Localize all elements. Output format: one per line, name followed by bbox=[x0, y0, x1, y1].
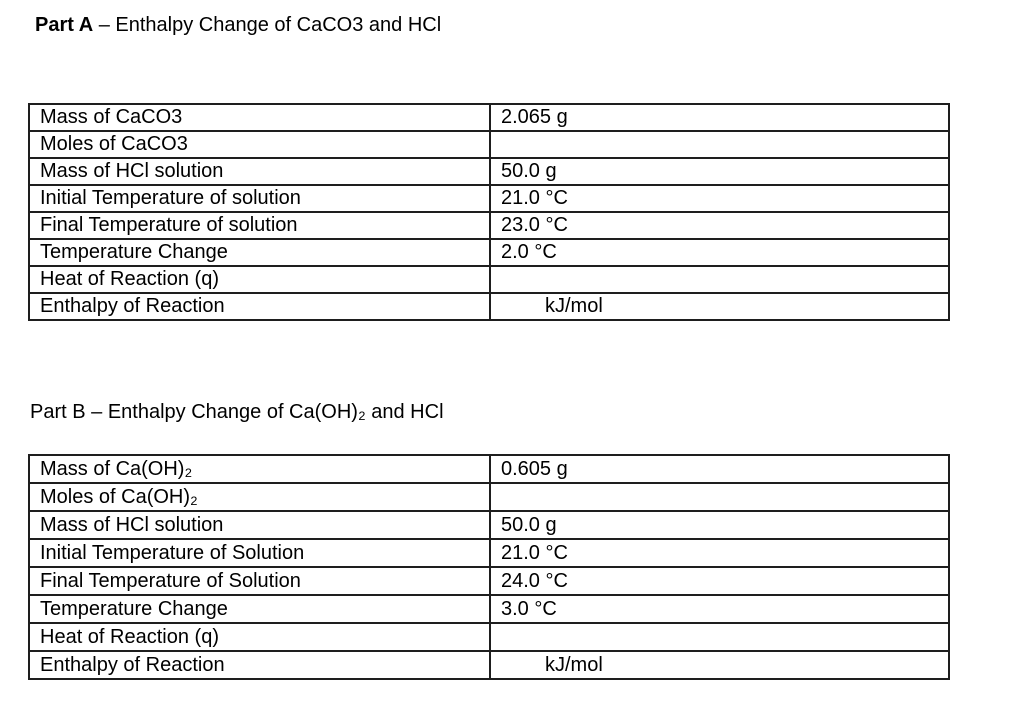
table-row: Heat of Reaction (q) bbox=[28, 622, 950, 652]
row-label-cell: Temperature Change bbox=[28, 238, 491, 267]
row-label-cell: Mass of HCl solution bbox=[28, 157, 491, 186]
row-label-cell: Heat of Reaction (q) bbox=[28, 622, 491, 652]
row-value-cell[interactable]: 21.0 °C bbox=[489, 184, 950, 213]
row-value-cell[interactable] bbox=[489, 622, 950, 652]
row-label-cell: Initial Temperature of Solution bbox=[28, 538, 491, 568]
table-row: Enthalpy of Reaction kJ/mol bbox=[28, 650, 950, 680]
table-row: Final Temperature of solution 23.0 °C bbox=[28, 211, 950, 240]
row-value-cell[interactable]: 2.0 °C bbox=[489, 238, 950, 267]
row-value-cell[interactable]: 50.0 g bbox=[489, 157, 950, 186]
row-value-cell[interactable]: 3.0 °C bbox=[489, 594, 950, 624]
table-row: Mass of CaCO3 2.065 g bbox=[28, 103, 950, 132]
table-row: Final Temperature of Solution 24.0 °C bbox=[28, 566, 950, 596]
row-label-cell: Temperature Change bbox=[28, 594, 491, 624]
row-label-cell: Final Temperature of solution bbox=[28, 211, 491, 240]
row-label-cell: Enthalpy of Reaction bbox=[28, 650, 491, 680]
table-row: Moles of Ca(OH)₂ bbox=[28, 482, 950, 512]
row-label-cell: Initial Temperature of solution bbox=[28, 184, 491, 213]
part-a-heading-bold: Part A bbox=[35, 14, 94, 36]
row-value-cell[interactable]: 2.065 g bbox=[489, 103, 950, 132]
row-label-cell: Moles of Ca(OH)₂ bbox=[28, 482, 491, 512]
row-value-cell[interactable]: 50.0 g bbox=[489, 510, 950, 540]
part-a-heading: Part A – Enthalpy Change of CaCO3 and HC… bbox=[35, 11, 441, 39]
row-value-cell[interactable]: kJ/mol bbox=[489, 292, 950, 321]
table-row: Heat of Reaction (q) bbox=[28, 265, 950, 294]
part-a-heading-rest: – Enthalpy Change of CaCO3 and HCl bbox=[98, 14, 442, 36]
row-value-cell[interactable]: 24.0 °C bbox=[489, 566, 950, 596]
row-label-cell: Mass of HCl solution bbox=[28, 510, 491, 540]
table-row: Mass of HCl solution 50.0 g bbox=[28, 510, 950, 540]
table-row: Mass of HCl solution 50.0 g bbox=[28, 157, 950, 186]
row-label-cell: Mass of Ca(OH)₂ bbox=[28, 454, 491, 484]
row-value-cell[interactable] bbox=[489, 482, 950, 512]
part-a-table: Mass of CaCO3 2.065 g Moles of CaCO3 Mas… bbox=[28, 103, 950, 321]
table-row: Moles of CaCO3 bbox=[28, 130, 950, 159]
row-value-cell[interactable]: kJ/mol bbox=[489, 650, 950, 680]
table-row: Mass of Ca(OH)₂ 0.605 g bbox=[28, 454, 950, 484]
row-label-cell: Moles of CaCO3 bbox=[28, 130, 491, 159]
table-row: Enthalpy of Reaction kJ/mol bbox=[28, 292, 950, 321]
row-value-cell[interactable]: 21.0 °C bbox=[489, 538, 950, 568]
row-value-cell[interactable] bbox=[489, 130, 950, 159]
table-row: Initial Temperature of solution 21.0 °C bbox=[28, 184, 950, 213]
row-label-cell: Enthalpy of Reaction bbox=[28, 292, 491, 321]
part-b-heading: Part B – Enthalpy Change of Ca(OH)₂ and … bbox=[30, 401, 444, 423]
table-row: Temperature Change 3.0 °C bbox=[28, 594, 950, 624]
row-value-cell[interactable]: 0.605 g bbox=[489, 454, 950, 484]
table-row: Initial Temperature of Solution 21.0 °C bbox=[28, 538, 950, 568]
row-value-cell[interactable] bbox=[489, 265, 950, 294]
row-value-cell[interactable]: 23.0 °C bbox=[489, 211, 950, 240]
row-label-cell: Heat of Reaction (q) bbox=[28, 265, 491, 294]
row-label-cell: Mass of CaCO3 bbox=[28, 103, 491, 132]
part-b-table: Mass of Ca(OH)₂ 0.605 g Moles of Ca(OH)₂… bbox=[28, 454, 950, 680]
row-label-cell: Final Temperature of Solution bbox=[28, 566, 491, 596]
table-row: Temperature Change 2.0 °C bbox=[28, 238, 950, 267]
